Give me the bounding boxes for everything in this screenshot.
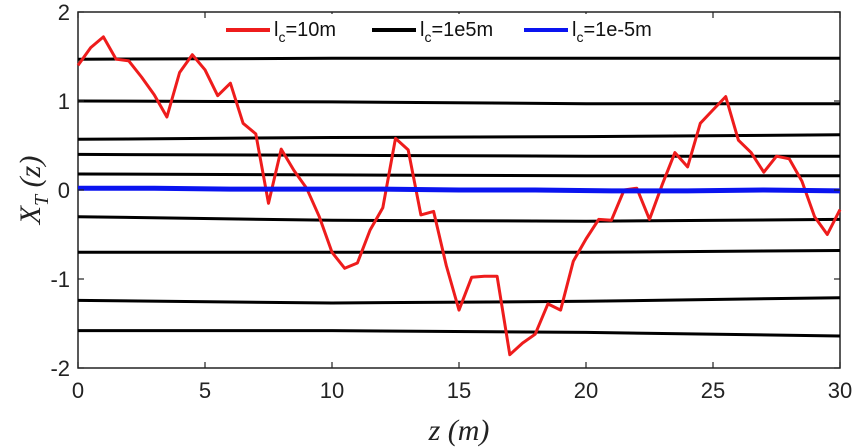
legend-label-black: lc=1e5m bbox=[420, 19, 493, 45]
legend-label-black-rest: =1e5m bbox=[431, 19, 493, 41]
series-black-line-9 bbox=[78, 329, 841, 338]
legend-label-red-rest: =10m bbox=[285, 19, 336, 41]
legend-label-red-sub: c bbox=[278, 29, 285, 45]
series-black-line-8 bbox=[77, 296, 841, 305]
legend: lc=10m lc=1e5m lc=1e-5m bbox=[210, 14, 680, 45]
legend-label-blue-rest: =1e-5m bbox=[583, 19, 651, 41]
series-black-line-6 bbox=[77, 215, 841, 223]
legend-item-blue: lc=1e-5m bbox=[524, 19, 652, 45]
legend-box bbox=[210, 14, 680, 44]
y-tick-label--2: -2 bbox=[50, 356, 70, 381]
y-tick-label-1: 1 bbox=[58, 89, 70, 114]
series-black-line-5 bbox=[77, 172, 840, 178]
legend-label-red-main: l bbox=[274, 19, 278, 41]
y-tick-label--1: -1 bbox=[50, 267, 70, 292]
series-black-line-4 bbox=[77, 152, 840, 158]
y-axis-label-group: XT (z) bbox=[14, 156, 53, 226]
x-tick-label-5: 5 bbox=[199, 378, 211, 403]
series-red-line bbox=[76, 35, 842, 357]
legend-label-black-sub: c bbox=[424, 29, 431, 45]
y-tick-label-0: 0 bbox=[58, 178, 70, 203]
legend-label-blue-sub: c bbox=[576, 29, 583, 45]
series-blue-line bbox=[78, 185, 841, 194]
y-axis-label: XT (z) bbox=[14, 156, 53, 226]
series-layer bbox=[76, 35, 842, 357]
legend-label-black-main: l bbox=[420, 19, 424, 41]
x-tick-label-0: 0 bbox=[72, 378, 84, 403]
x-tick-label-20: 20 bbox=[574, 378, 598, 403]
x-axis-label: z (m) bbox=[428, 414, 490, 447]
x-tick-label-10: 10 bbox=[320, 378, 344, 403]
legend-label-red: lc=10m bbox=[274, 19, 336, 45]
legend-item-red: lc=10m bbox=[226, 19, 336, 45]
legend-label-blue: lc=1e-5m bbox=[572, 19, 652, 45]
legend-label-blue-main: l bbox=[572, 19, 576, 41]
y-tick-label-2: 2 bbox=[58, 0, 70, 25]
legend-item-black: lc=1e5m bbox=[372, 19, 493, 45]
x-tick-label-25: 25 bbox=[701, 378, 725, 403]
series-black-line-7 bbox=[78, 249, 841, 254]
x-tick-label-15: 15 bbox=[447, 378, 471, 403]
y-axis-label-sub: T bbox=[31, 193, 53, 206]
y-axis-label-arg: (z) bbox=[14, 156, 47, 195]
series-black-line-1 bbox=[77, 56, 840, 61]
series-black-line-3 bbox=[77, 133, 841, 141]
series-black-line-2 bbox=[77, 99, 840, 106]
x-tick-label-30: 30 bbox=[828, 378, 852, 403]
